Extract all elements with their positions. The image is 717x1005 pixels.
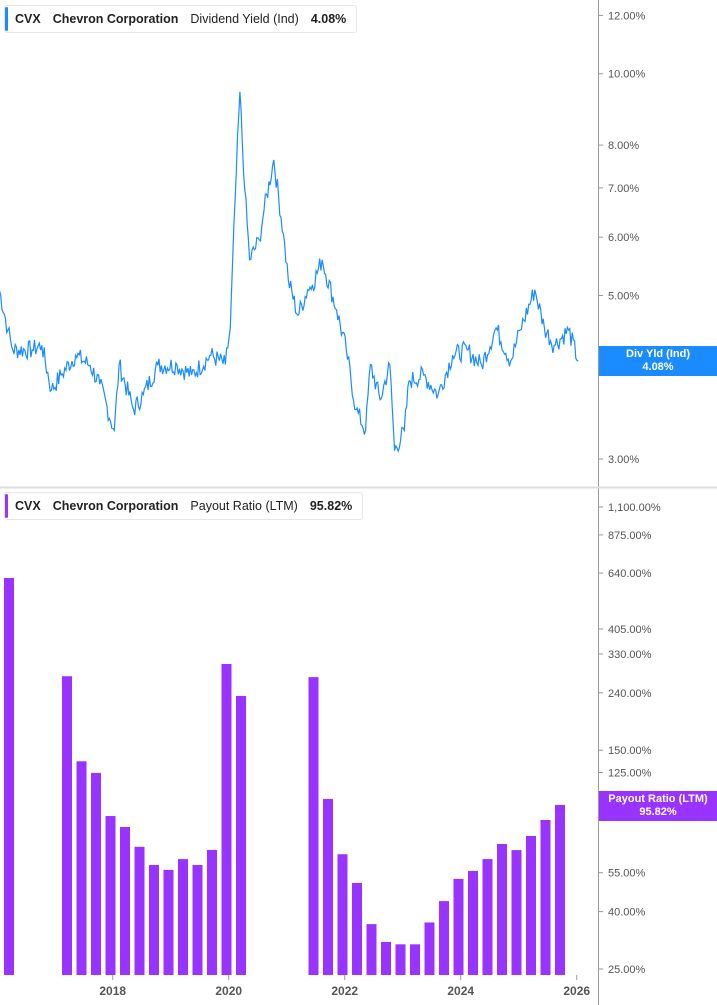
yield-value-tag: Div Yld (Ind) 4.08% [599,346,717,376]
x-tick-label: 2026 [563,984,590,998]
payout-bar-2019-Q4 [221,663,232,975]
y-tick-label: 10.00% [608,69,646,81]
payout-bar-2025-Q1 [526,836,536,975]
y-tick-label: 405.00% [608,624,652,636]
payout-bar-2018-Q2 [134,846,145,975]
payout-bar-2019-Q3 [207,849,217,975]
legend-metric: Dividend Yield (Ind) [190,12,299,26]
payout-bar-2024-Q3 [497,843,507,975]
payout-bar-2017-Q2 [76,761,87,975]
legend-ticker: CVX [15,499,41,513]
y-tick-label: 8.00% [608,140,639,152]
payout-bar-2018-Q1 [120,826,130,975]
tag-value: 95.82% [639,806,677,818]
payout-bar-2021-Q2 [308,677,319,975]
payout-bar-2024-Q4 [511,850,522,975]
payout-bar-2016-Q1 [4,577,14,975]
payout-bar-2019-Q2 [192,864,203,975]
payout-bar-2022-Q2 [366,924,377,975]
legend-ticker: CVX [15,12,41,26]
y-tick-label: 640.00% [608,568,652,580]
bottom-legend: CVX Chevron Corporation Payout Ratio (LT… [4,492,364,520]
payout-bar-2024-Q2 [482,859,493,975]
yield-series-line [0,91,579,453]
payout-value-tag: Payout Ratio (LTM) 95.82% [599,791,717,821]
x-tick-label: 2022 [331,984,358,998]
y-tick-label: 125.00% [608,767,652,779]
payout-bar-2023-Q1 [410,944,420,975]
y-tick-label: 55.00% [608,868,646,880]
payout-bar-2021-Q3 [323,799,333,975]
payout-bar-2019-Q1 [178,859,188,975]
x-tick-label: 2020 [215,984,242,998]
payout-bar-2025-Q2 [540,820,551,975]
payout-bar-2021-Q4 [337,854,348,975]
x-tick-label: 2024 [447,984,474,998]
tag-label: Payout Ratio (LTM) [608,793,708,805]
y-tick-label: 330.00% [608,649,652,661]
y-tick-label: 1,100.00% [608,502,661,514]
y-tick-label: 40.00% [608,907,646,919]
payout-bar-2018-Q3 [149,864,159,975]
yield-color-swatch [5,7,8,31]
x-tick-label: 2018 [99,984,126,998]
legend-value: 4.08% [310,12,347,26]
legend-value: 95.82% [309,499,353,513]
tag-label: Div Yld (Ind) [626,348,690,360]
payout-color-swatch [5,494,8,518]
payout-bar-2025-Q3 [555,804,565,975]
payout-bar-2017-Q1 [62,676,72,975]
y-tick-label: 875.00% [608,530,652,542]
payout-bar-2022-Q4 [395,944,406,975]
payout-bar-2023-Q3 [439,901,449,975]
payout-bar-2024-Q1 [468,870,478,975]
y-tick-label: 7.00% [608,183,639,195]
payout-bar-2023-Q4 [453,878,464,975]
y-tick-label: 12.00% [608,10,646,22]
legend-company: Chevron Corporation [52,499,179,513]
payout-bar-2023-Q2 [424,922,435,975]
payout-bar-2017-Q4 [105,816,116,975]
y-tick-label: 25.00% [608,964,646,976]
payout-bar-2022-Q3 [381,941,391,975]
y-tick-label: 6.00% [608,232,639,244]
payout-bar-2020-Q1 [236,695,246,975]
payout-bar-2018-Q4 [163,869,174,975]
payout-bar-2022-Q1 [352,882,362,975]
legend-metric: Payout Ratio (LTM) [190,499,298,513]
tag-value: 4.08% [642,361,674,373]
top-legend: CVX Chevron Corporation Dividend Yield (… [4,5,358,33]
y-tick-label: 240.00% [608,688,652,700]
y-tick-label: 3.00% [608,454,639,466]
payout-bar-2017-Q3 [91,772,101,975]
y-tick-label: 5.00% [608,291,639,303]
legend-company: Chevron Corporation [52,12,179,26]
y-tick-label: 150.00% [608,745,652,757]
